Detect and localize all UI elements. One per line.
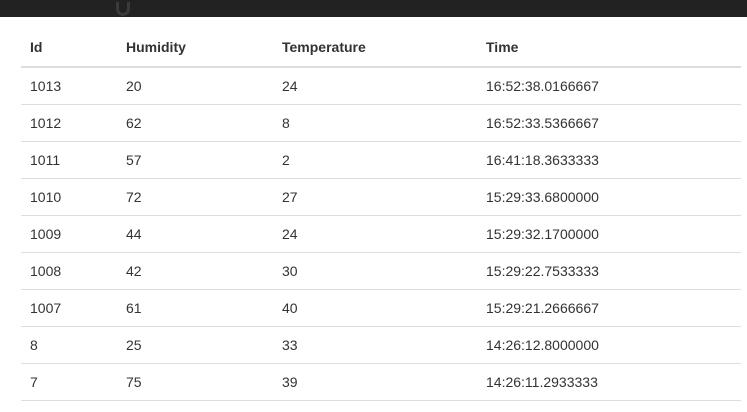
- cell-id: 1011: [21, 141, 117, 179]
- cell-id: 1010: [21, 178, 117, 216]
- table-row: 1009 44 24 15:29:32.1700000: [21, 215, 741, 253]
- cell-temperature: 8: [273, 104, 477, 142]
- cell-id: 7: [21, 363, 117, 401]
- cell-temperature: 27: [273, 178, 477, 216]
- page-heading-fragment: [116, 2, 130, 16]
- cell-id: 1009: [21, 215, 117, 253]
- cell-temperature: 40: [273, 289, 477, 327]
- cell-humidity: 61: [117, 289, 273, 327]
- cell-time: 15:29:32.1700000: [477, 215, 741, 253]
- cell-humidity: 57: [117, 141, 273, 179]
- cell-time: 16:52:38.0166667: [477, 67, 741, 105]
- top-navbar: [0, 0, 747, 17]
- cell-id: 1008: [21, 252, 117, 290]
- table-header: Id Humidity Temperature Time: [21, 28, 741, 68]
- table-row: 1011 57 2 16:41:18.3633333: [21, 141, 741, 179]
- column-header-id: Id: [21, 28, 117, 68]
- cell-time: 16:41:18.3633333: [477, 141, 741, 179]
- cell-temperature: 2: [273, 141, 477, 179]
- cell-time: 15:29:33.6800000: [477, 178, 741, 216]
- readings-table-container: Id Humidity Temperature Time 1013 20 24 16:…: [21, 28, 741, 401]
- column-header-humidity: Humidity: [117, 28, 273, 68]
- cell-time: 15:29:22.7533333: [477, 252, 741, 290]
- table-row: 1008 42 30 15:29:22.7533333: [21, 252, 741, 290]
- cell-humidity: 72: [117, 178, 273, 216]
- cell-id: 8: [21, 326, 117, 364]
- cell-humidity: 44: [117, 215, 273, 253]
- table-row: 8 25 33 14:26:12.8000000: [21, 326, 741, 364]
- cell-id: 1012: [21, 104, 117, 142]
- cell-time: 16:52:33.5366667: [477, 104, 741, 142]
- table-row: 1010 72 27 15:29:33.6800000: [21, 178, 741, 216]
- header-row: Id Humidity Temperature Time: [21, 28, 741, 68]
- cell-temperature: 39: [273, 363, 477, 401]
- cell-temperature: 24: [273, 67, 477, 105]
- cell-humidity: 42: [117, 252, 273, 290]
- column-header-temperature: Temperature: [273, 28, 477, 68]
- cell-id: 1013: [21, 67, 117, 105]
- cell-time: 14:26:12.8000000: [477, 326, 741, 364]
- table-row: 7 75 39 14:26:11.2933333: [21, 363, 741, 401]
- column-header-time: Time: [477, 28, 741, 68]
- cell-time: 14:26:11.2933333: [477, 363, 741, 401]
- cell-time: 15:29:21.2666667: [477, 289, 741, 327]
- cell-temperature: 33: [273, 326, 477, 364]
- cell-id: 1007: [21, 289, 117, 327]
- table-row: 1007 61 40 15:29:21.2666667: [21, 289, 741, 327]
- cell-humidity: 25: [117, 326, 273, 364]
- cell-temperature: 30: [273, 252, 477, 290]
- readings-table: Id Humidity Temperature Time 1013 20 24 16:…: [21, 28, 741, 401]
- table-body: 1013 20 24 16:52:38.0166667 1012 62 8 16:52:33.…: [21, 67, 741, 401]
- cell-humidity: 20: [117, 67, 273, 105]
- table-row: 1013 20 24 16:52:38.0166667: [21, 67, 741, 105]
- table-row: 1012 62 8 16:52:33.5366667: [21, 104, 741, 142]
- cell-humidity: 62: [117, 104, 273, 142]
- cell-humidity: 75: [117, 363, 273, 401]
- cell-temperature: 24: [273, 215, 477, 253]
